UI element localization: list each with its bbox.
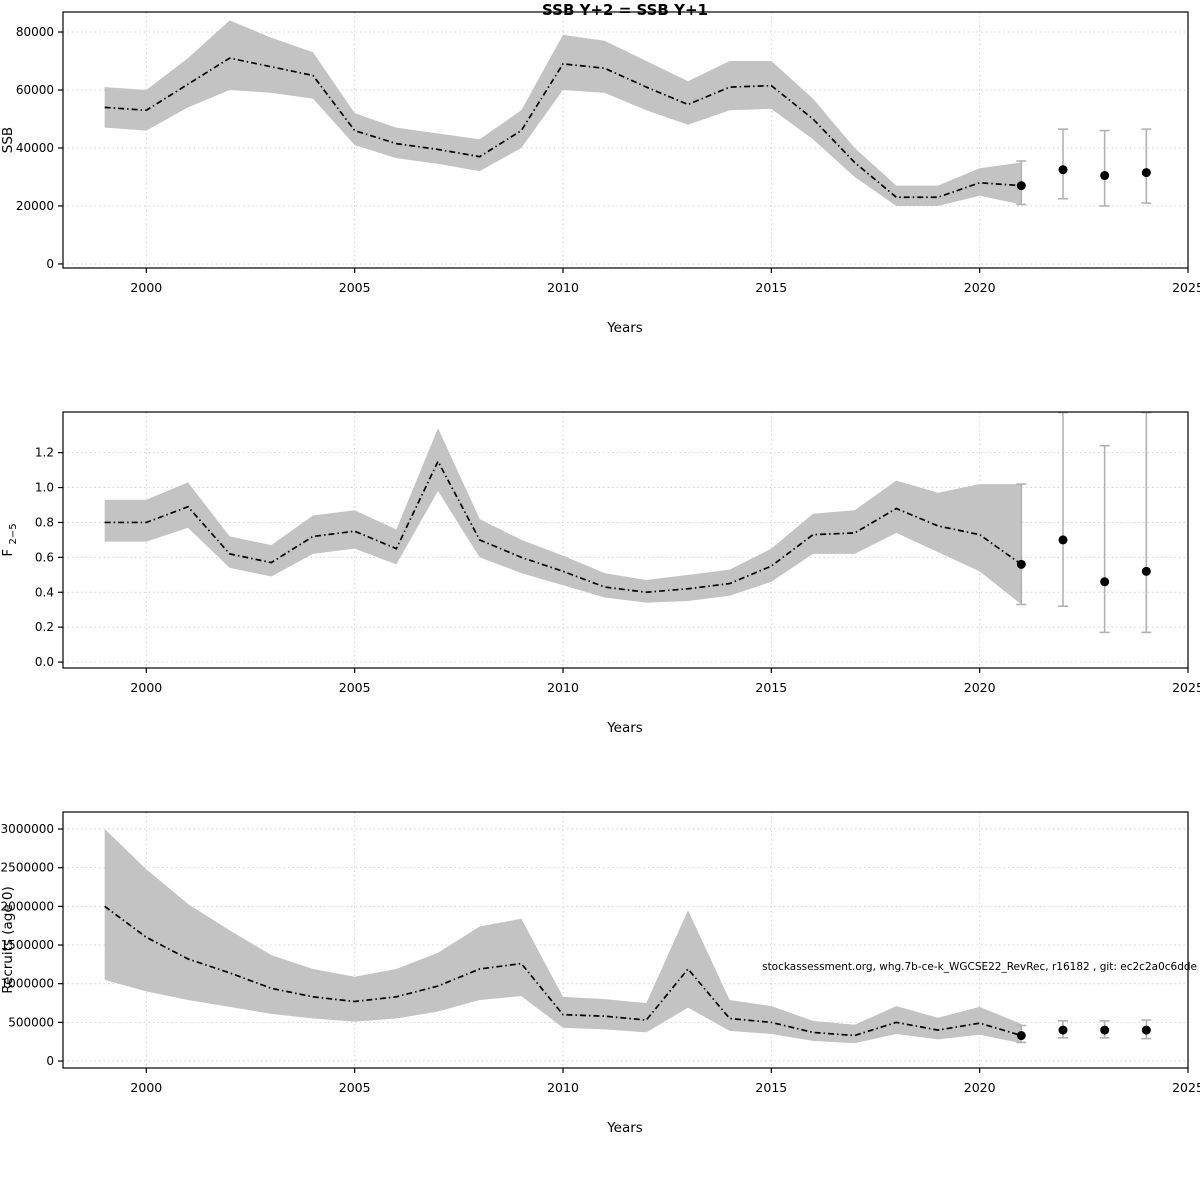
y-tick-label: 500000 — [8, 1015, 54, 1029]
y-tick-label: 1000000 — [1, 977, 54, 991]
forecast-point — [1100, 577, 1110, 587]
y-tick-label: 20000 — [16, 199, 54, 213]
y-tick-label: 0.0 — [35, 655, 54, 669]
x-tick-label: 2015 — [755, 1080, 787, 1095]
forecast-point — [1100, 171, 1110, 181]
y-tick-label: 0 — [46, 1054, 54, 1068]
y-tick-label: 2000000 — [1, 899, 54, 913]
y-tick-label: 80000 — [16, 25, 54, 39]
y-tick-label: 1500000 — [1, 938, 54, 952]
recruits-panel: 2000 2005 2010 2015 2020 2025 0 500000 1000000 15… — [0, 800, 1200, 1200]
fbar-y-axis-label-main: F — [0, 549, 16, 557]
median-line — [104, 459, 1022, 594]
forecast-point — [1141, 566, 1151, 576]
x-tick-label: 2015 — [755, 680, 787, 695]
y-tick-label: 0.4 — [35, 585, 54, 599]
y-tick-label: 40000 — [16, 141, 54, 155]
forecast-point — [1016, 181, 1026, 191]
x-tick-label: 2025 — [1172, 280, 1200, 295]
y-tick-label: 3000000 — [1, 822, 54, 836]
median-line — [104, 905, 1022, 1037]
x-tick-label: 2005 — [339, 680, 371, 695]
plot-box — [62, 411, 1189, 669]
x-tick-label: 2005 — [339, 280, 371, 295]
y-tick-label: 0.6 — [35, 550, 54, 564]
confidence-band — [104, 428, 1022, 605]
watermark: stockassessment.org, whg.7b-ce-k_WGCSE22… — [762, 961, 1197, 973]
fbar-y-axis-label: F 2−5 — [0, 523, 19, 556]
ssb-chart: 2000 2005 2010 2015 2020 2025 0 20000 40000 60000… — [0, 1, 1200, 336]
ssb-plot-layer: 2000 2005 2010 2015 2020 2025 0 20000 40000 60000… — [16, 11, 1200, 295]
x-tick-label: 2025 — [1172, 1080, 1200, 1095]
ssb-panel: 2000 2005 2010 2015 2020 2025 0 20000 40000 60000… — [0, 0, 1200, 400]
x-tick-label: 2010 — [547, 280, 579, 295]
fbar-y-axis-label-subscript: 2−5 — [8, 523, 19, 544]
ssb-y-axis-label: SSB — [0, 127, 16, 153]
y-tick-label: 1.0 — [35, 481, 54, 495]
forecast-point — [1058, 1025, 1068, 1035]
x-tick-label: 2000 — [130, 1080, 162, 1095]
y-tick-label: 0 — [46, 257, 54, 271]
x-tick-label: 2025 — [1172, 680, 1200, 695]
y-tick-label: 0.8 — [35, 515, 54, 529]
confidence-band — [104, 829, 1022, 1044]
x-tick-label: 2005 — [339, 1080, 371, 1095]
forecast-point — [1016, 559, 1026, 569]
fbar-plot-layer: 2000 2005 2010 2015 2020 2025 0.0 0.2 0.4 0.6 0.8 1… — [35, 411, 1200, 695]
confidence-band — [104, 20, 1022, 206]
median-line — [104, 57, 1022, 199]
ssb-chart-title: SSB Y+2 = SSB Y+1 — [542, 1, 708, 19]
x-tick-label: 2020 — [964, 280, 996, 295]
x-tick-label: 2020 — [964, 1080, 996, 1095]
ssb-x-axis-label: Years — [606, 320, 643, 336]
y-tick-label: 1.2 — [35, 446, 54, 460]
fbar-x-axis-label: Years — [606, 720, 643, 736]
recruits-plot-layer: 2000 2005 2010 2015 2020 2025 0 500000 1000000 15… — [1, 811, 1200, 1095]
forecast-point — [1058, 165, 1068, 175]
plot-box — [62, 11, 1189, 269]
fbar-panel: 2000 2005 2010 2015 2020 2025 0.0 0.2 0.4 0.6 0.8 1… — [0, 400, 1200, 800]
plot-box — [62, 811, 1189, 1069]
x-tick-label: 2020 — [964, 680, 996, 695]
x-tick-label: 2010 — [547, 680, 579, 695]
recruits-y-axis-label: Recruits (age 0) — [0, 886, 16, 994]
forecast-point — [1058, 535, 1068, 545]
forecast-point — [1141, 1025, 1151, 1035]
x-tick-label: 2010 — [547, 1080, 579, 1095]
forecast-point — [1100, 1025, 1110, 1035]
x-tick-label: 2000 — [130, 280, 162, 295]
y-tick-label: 2500000 — [1, 861, 54, 875]
x-tick-label: 2000 — [130, 680, 162, 695]
y-tick-label: 0.2 — [35, 620, 54, 634]
forecast-point — [1141, 168, 1151, 178]
recruits-x-axis-label: Years — [606, 1120, 643, 1136]
recruits-chart: 2000 2005 2010 2015 2020 2025 0 500000 1000000 15… — [0, 811, 1200, 1136]
x-tick-label: 2015 — [755, 280, 787, 295]
fbar-chart: 2000 2005 2010 2015 2020 2025 0.0 0.2 0.4 0.6 0.8 1… — [0, 411, 1200, 736]
forecast-point — [1016, 1031, 1026, 1041]
y-tick-label: 60000 — [16, 83, 54, 97]
